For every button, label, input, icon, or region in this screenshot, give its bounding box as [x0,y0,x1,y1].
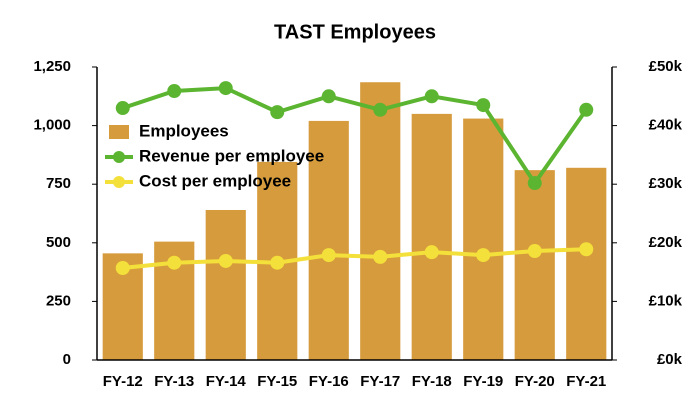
bar [566,167,607,360]
y2-tick-label: £10k [649,292,683,309]
bar [411,113,452,360]
line-marker [270,105,285,120]
line-marker [218,81,233,96]
line-marker [218,253,233,268]
x-tick-label: FY-14 [206,373,247,390]
line-marker [579,242,594,257]
bar [463,118,504,361]
y2-tick-label: £50k [649,58,683,75]
chart-title: TAST Employees [274,21,436,43]
line-marker [476,248,491,263]
legend-label: Cost per employee [139,171,291,190]
line-marker [373,102,388,117]
bar [308,120,349,360]
line-marker [321,248,336,263]
x-tick-label: FY-20 [515,373,555,390]
y-tick-label: 1,250 [33,58,71,75]
x-tick-label: FY-19 [463,373,503,390]
y2-tick-label: £20k [649,234,683,251]
line [122,86,588,187]
line-marker [167,255,182,270]
y-tick-label: 250 [46,292,71,309]
y2-tick-label: £0k [657,351,683,368]
legend-label: Employees [139,121,229,140]
line-marker [527,244,542,259]
y-tick-label: 750 [46,175,71,192]
line-marker [270,255,285,270]
line-marker [373,249,388,264]
bar [514,170,555,360]
line-marker [115,260,130,275]
x-tick-label: FY-21 [566,373,606,390]
bar [360,82,401,361]
y2-tick-label: £30k [649,175,683,192]
y-tick-label: 0 [63,351,71,368]
legend-swatch [109,125,129,139]
line [122,247,587,270]
x-tick-label: FY-15 [257,373,297,390]
y-tick-label: 500 [46,234,71,251]
line-marker [424,245,439,260]
x-tick-label: FY-18 [412,373,452,390]
bar [205,209,246,360]
line-marker [167,84,182,99]
x-tick-label: FY-16 [309,373,349,390]
line-marker [424,89,439,104]
line-marker [579,102,594,117]
line-marker [115,101,130,116]
line-marker [476,98,491,113]
line-marker [321,89,336,104]
legend-swatch [113,151,125,163]
x-tick-label: FY-17 [360,373,400,390]
x-tick-label: FY-12 [103,373,143,390]
line-marker [527,176,542,191]
y2-tick-label: £40k [649,117,683,134]
x-tick-label: FY-13 [154,373,194,390]
legend-swatch [113,176,125,188]
y-tick-label: 1,000 [33,117,71,134]
legend-label: Revenue per employee [139,146,324,165]
